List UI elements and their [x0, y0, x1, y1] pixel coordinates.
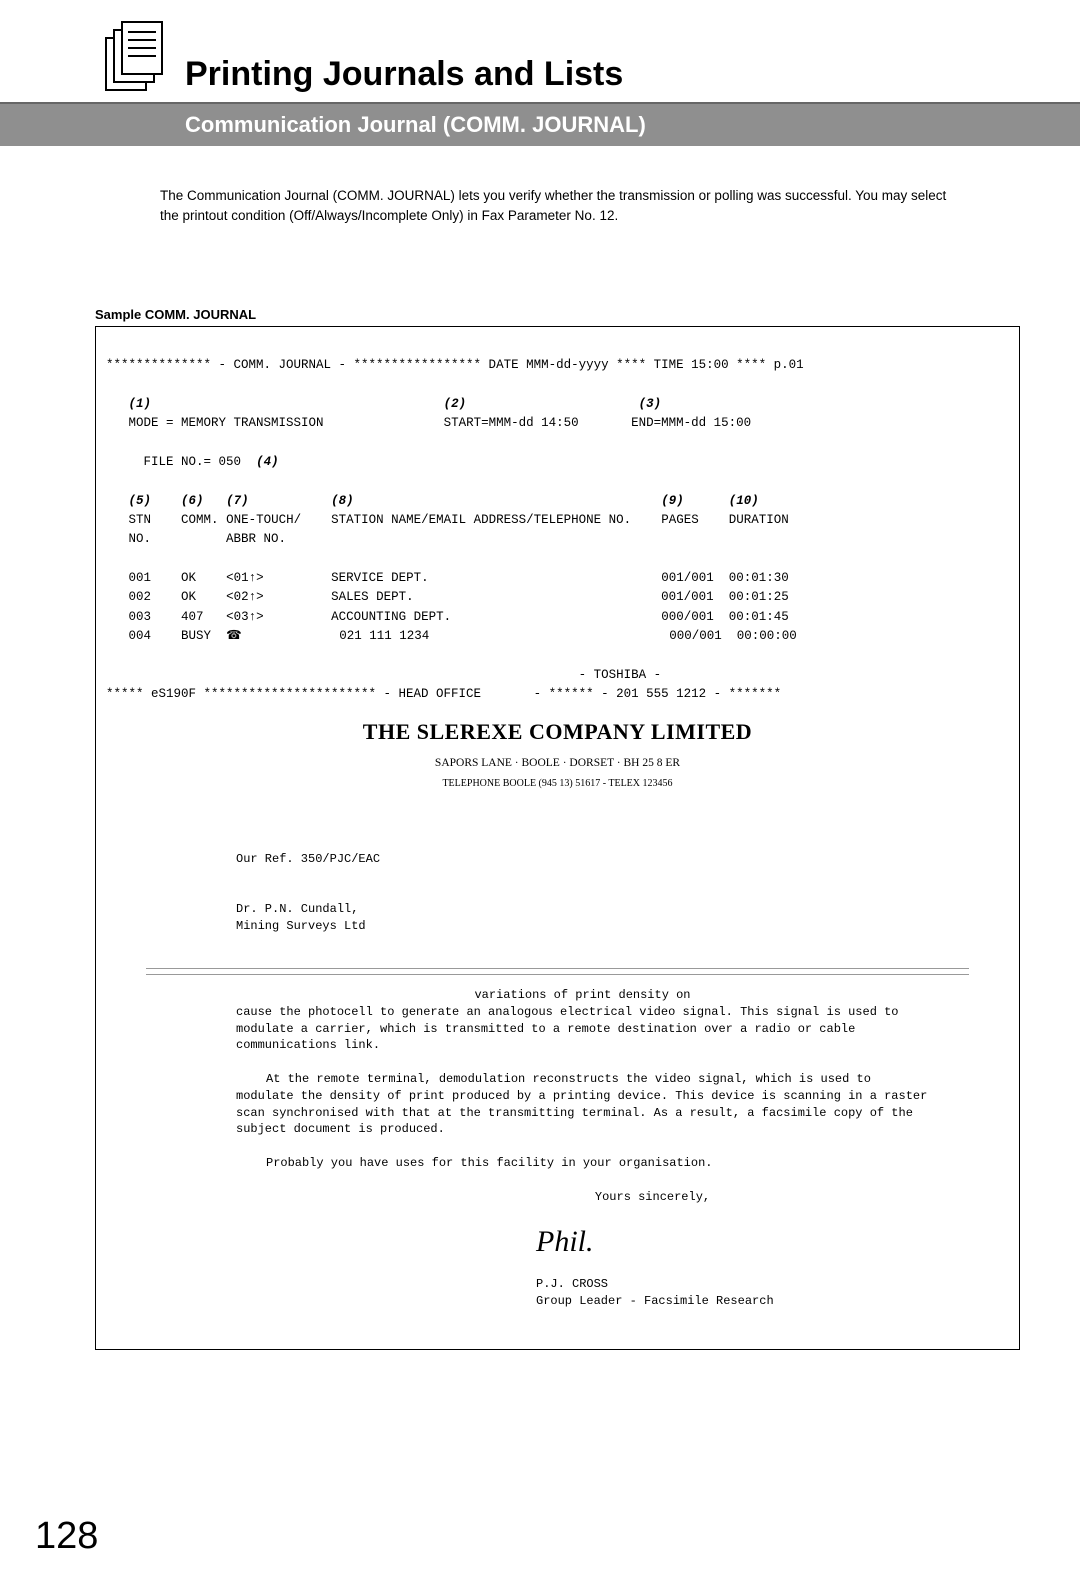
col-marker-4: (4): [256, 455, 279, 469]
row-dur: 00:01:30: [729, 571, 789, 585]
hdr-comm: COMM.: [181, 513, 219, 527]
end-label: END=MMM-dd 15:00: [631, 416, 751, 430]
letter-telephone: TELEPHONE BOOLE (945 13) 51617 - TELEX 1…: [106, 776, 1009, 792]
row-stn: 004: [129, 629, 152, 643]
col-marker-2: (2): [444, 397, 467, 411]
mode-label: MODE = MEMORY TRANSMISSION: [129, 416, 324, 430]
letter-signature: Phil.: [536, 1219, 1009, 1266]
hdr-abbr: ABBR NO.: [226, 532, 286, 546]
row-stn: 001: [129, 571, 152, 585]
hdr-onetouch: ONE-TOUCH/: [226, 513, 301, 527]
row-pages: 000/001: [661, 610, 714, 624]
embedded-letter: THE SLEREXE COMPANY LIMITED SAPORS LANE …: [106, 715, 1009, 1310]
letter-signer-name: P.J. CROSS: [536, 1276, 929, 1293]
journal-header-line: ************** - COMM. JOURNAL - *******…: [106, 358, 804, 372]
torn-edge: [146, 965, 969, 979]
page-number: 128: [35, 1515, 98, 1558]
letter-fragment: variations of print density on: [236, 987, 929, 1004]
col-marker-9: (9): [661, 494, 684, 508]
hdr-pages: PAGES: [661, 513, 699, 527]
col-marker-8: (8): [331, 494, 354, 508]
letter-company: THE SLEREXE COMPANY LIMITED: [106, 715, 1009, 749]
col-marker-5: (5): [129, 494, 152, 508]
stacked-pages-icon: [100, 20, 170, 100]
row-name: SERVICE DEPT.: [331, 571, 429, 585]
row-abbr: <03↑>: [226, 610, 264, 624]
journal-footer-line: ***** eS190F *********************** - H…: [106, 687, 781, 701]
letter-para-1: cause the photocell to generate an analo…: [236, 1004, 929, 1054]
letter-signer-role: Group Leader - Facsimile Research: [536, 1293, 929, 1310]
row-comm: 407: [181, 610, 204, 624]
file-no-label: FILE NO.= 050: [144, 455, 242, 469]
row-dur: 00:00:00: [737, 629, 797, 643]
col-marker-7: (7): [226, 494, 249, 508]
row-comm: OK: [181, 571, 196, 585]
toshiba-label: - TOSHIBA -: [579, 668, 662, 682]
col-marker-3: (3): [639, 397, 662, 411]
letter-to-1: Dr. P.N. Cundall,: [236, 901, 929, 918]
intro-paragraph: The Communication Journal (COMM. JOURNAL…: [160, 186, 955, 227]
journal-sample-box: ************** - COMM. JOURNAL - *******…: [95, 326, 1020, 1350]
letter-para-3: Probably you have uses for this facility…: [236, 1155, 929, 1172]
hdr-no: NO.: [129, 532, 152, 546]
page-title: Printing Journals and Lists: [185, 55, 1080, 94]
letter-para-2: At the remote terminal, demodulation rec…: [236, 1071, 929, 1138]
row-name: 021 111 1234: [339, 629, 429, 643]
hdr-stn: STN: [129, 513, 152, 527]
row-abbr: <02↑>: [226, 590, 264, 604]
hdr-duration: DURATION: [729, 513, 789, 527]
letter-ref: Our Ref. 350/PJC/EAC: [236, 851, 929, 868]
hdr-station: STATION NAME/EMAIL ADDRESS/TELEPHONE NO.: [331, 513, 631, 527]
letter-closing: Yours sincerely,: [376, 1189, 929, 1206]
row-abbr: ☎: [226, 629, 242, 643]
row-dur: 00:01:25: [729, 590, 789, 604]
col-marker-6: (6): [181, 494, 204, 508]
row-pages: 000/001: [669, 629, 722, 643]
sample-heading: Sample COMM. JOURNAL: [95, 307, 1080, 322]
row-name: ACCOUNTING DEPT.: [331, 610, 451, 624]
row-stn: 003: [129, 610, 152, 624]
row-abbr: <01↑>: [226, 571, 264, 585]
row-name: SALES DEPT.: [331, 590, 414, 604]
header-band: Printing Journals and Lists Communicatio…: [0, 55, 1080, 146]
start-label: START=MMM-dd 14:50: [444, 416, 579, 430]
col-marker-1: (1): [129, 397, 152, 411]
row-dur: 00:01:45: [729, 610, 789, 624]
col-marker-10: (10): [729, 494, 759, 508]
letter-address: SAPORS LANE · BOOLE · DORSET · BH 25 8 E…: [106, 755, 1009, 773]
row-pages: 001/001: [661, 590, 714, 604]
row-stn: 002: [129, 590, 152, 604]
letter-to-2: Mining Surveys Ltd: [236, 918, 929, 935]
row-pages: 001/001: [661, 571, 714, 585]
row-comm: BUSY: [181, 629, 211, 643]
page-subtitle: Communication Journal (COMM. JOURNAL): [0, 102, 1080, 146]
row-comm: OK: [181, 590, 196, 604]
